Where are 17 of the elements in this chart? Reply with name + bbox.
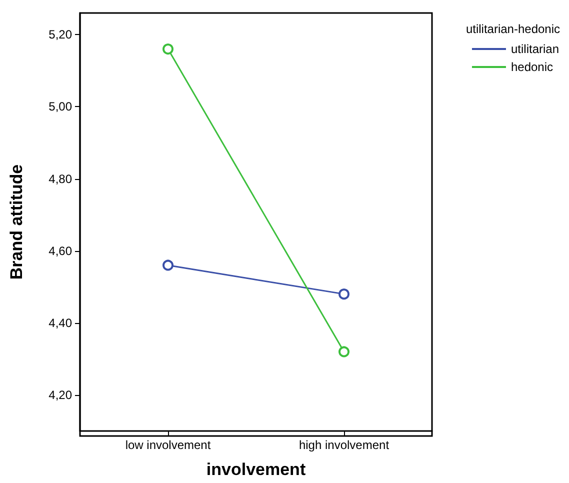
x-axis-title: involvement (206, 460, 306, 479)
y-tick-label: 5,00 (48, 100, 72, 114)
point (338, 346, 350, 358)
x-tick-label: high involvement (298, 438, 390, 452)
y-tick-label: 4,40 (48, 316, 72, 330)
y-tick-label: 4,60 (48, 244, 72, 258)
y-tick-label: 4,80 (48, 172, 72, 186)
x-tick-label: low involvement (125, 438, 212, 452)
y-tick-label: 5,20 (48, 28, 72, 42)
legend-title: utilitarian-hedonic (466, 22, 560, 36)
y-axis-title: Brand attitude (7, 164, 26, 280)
point (338, 288, 350, 300)
point (162, 44, 174, 55)
legend-label: hedonic (510, 60, 554, 74)
legend-label: utilitarian (510, 42, 560, 56)
y-tick-label: 4,20 (48, 388, 72, 402)
point (162, 260, 174, 271)
